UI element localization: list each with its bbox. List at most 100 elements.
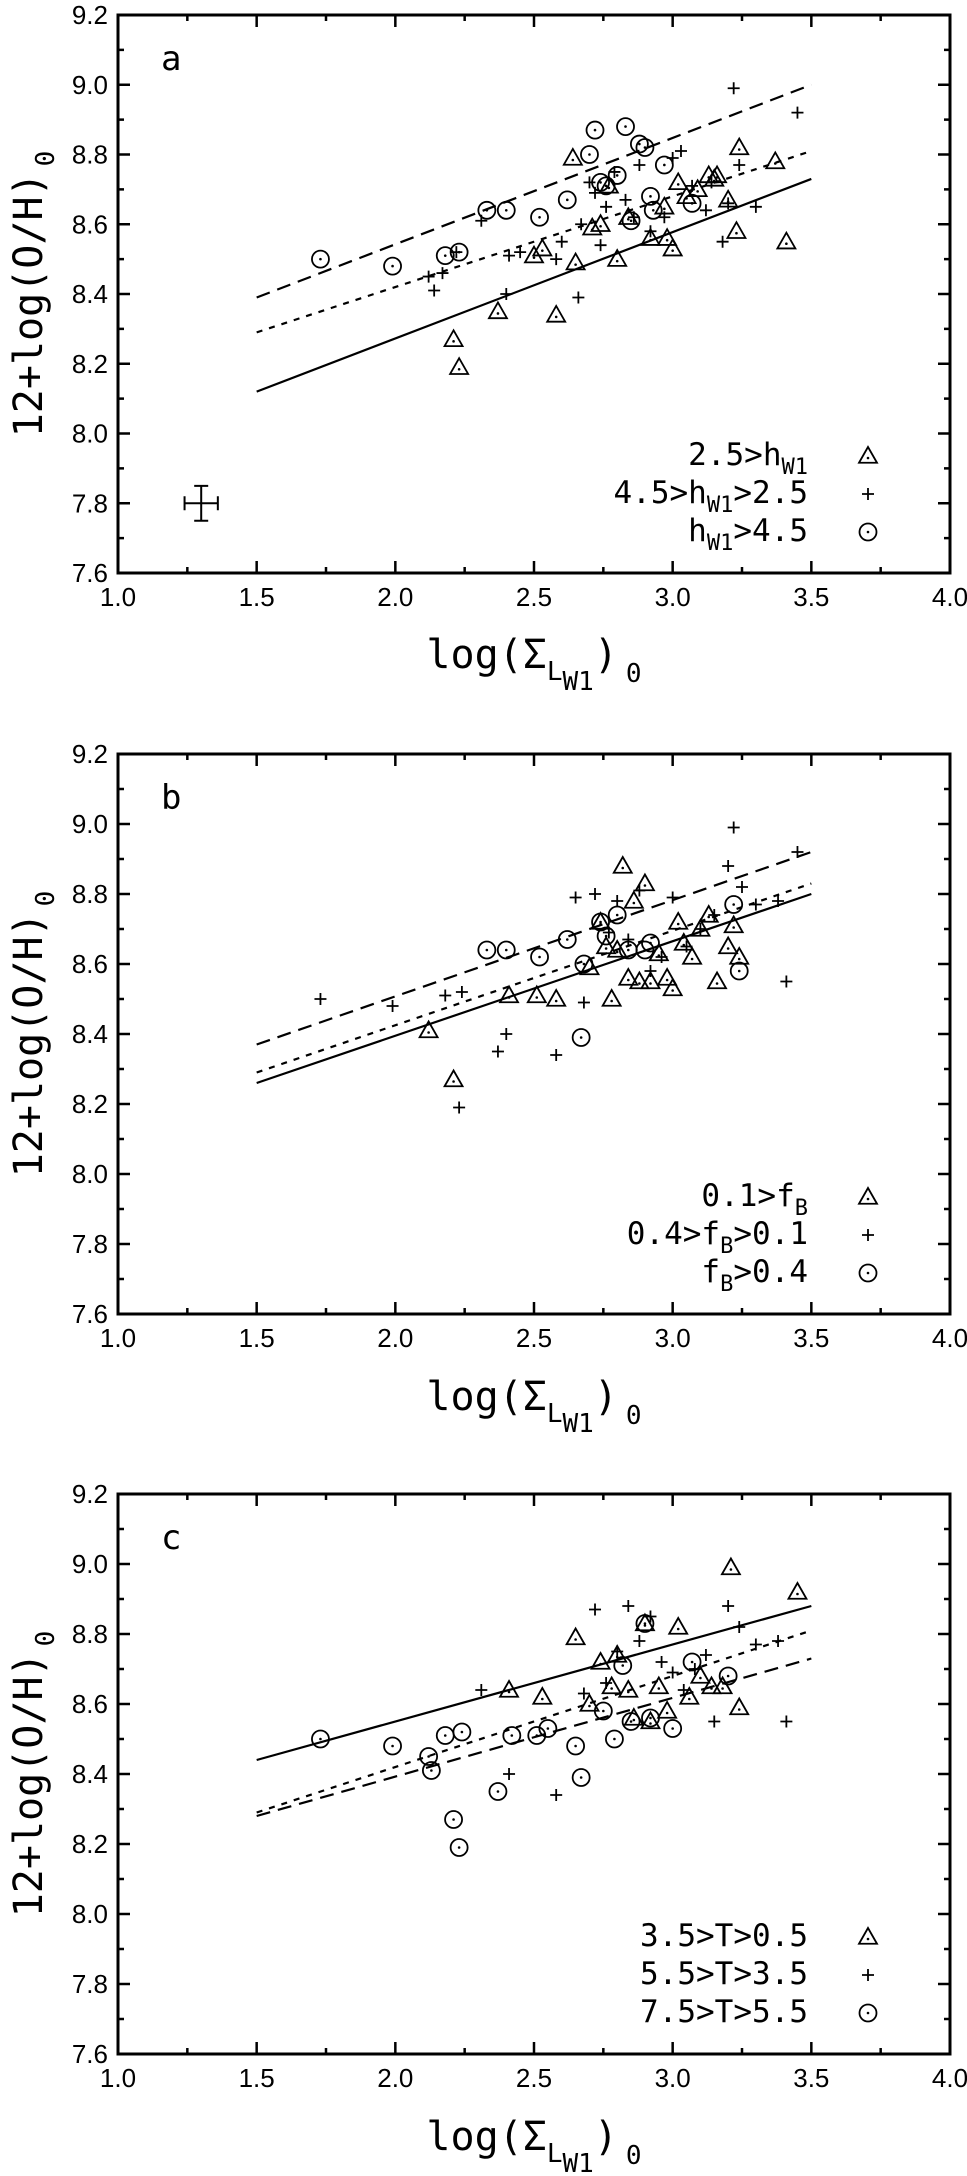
circle-marker-dot (579, 1036, 583, 1039)
data-point-plus (594, 239, 607, 252)
data-point-plus (722, 1600, 735, 1612)
triangle-marker-dot (796, 1592, 799, 1596)
data-point-triangle (578, 1693, 601, 1712)
circle-marker-shape (607, 166, 627, 185)
circle-marker-shape (566, 1736, 585, 1756)
triangle-marker-dot (574, 263, 577, 266)
fit-line-solid (256, 1604, 812, 1762)
data-point-triangle (628, 970, 650, 990)
data-point-circle (496, 200, 516, 220)
triangle-marker-dot (715, 176, 719, 179)
data-point-triangle (545, 988, 567, 1007)
circle-marker-dot (496, 1790, 500, 1793)
legend-marker-plus (862, 1969, 874, 1981)
triangle-marker-shape (590, 213, 612, 232)
fit-line-dashed (256, 83, 812, 299)
triangle-marker-dot (599, 922, 602, 926)
circle-marker-shape (596, 176, 616, 196)
triangle-marker-shape (857, 445, 879, 464)
circle-marker-shape (527, 1726, 547, 1745)
data-point-plus (550, 253, 563, 266)
circle-marker-shape (452, 1722, 472, 1742)
circle-marker-shape (557, 930, 577, 949)
x-axis-label: log(ΣLW1) 0 (426, 1374, 641, 1439)
triangle-marker-dot (632, 901, 636, 905)
data-point-circle (571, 1028, 591, 1047)
triangle-marker-shape (498, 984, 520, 1004)
panel-label: c (161, 1518, 181, 1558)
triangle-marker-dot (554, 315, 558, 319)
fit-line-solid (256, 177, 812, 393)
circle-marker-shape (858, 2003, 878, 2023)
data-point-plus (749, 200, 762, 213)
data-point-plus (677, 1684, 690, 1696)
circle-marker-dot (629, 1720, 633, 1723)
chart-panel-b: 1.0 1.5 2.0 2.5 3.0 3.5 4.0 7.6 7.8 8.0 8.2 8.4 8.6 8… (6, 739, 967, 1439)
triangle-marker-shape (498, 1679, 520, 1698)
circle-marker-shape (477, 200, 497, 220)
triangle-marker-dot (729, 1568, 733, 1571)
data-point-circle (621, 211, 641, 231)
circle-marker-shape (477, 940, 497, 960)
data-point-circle (449, 1838, 469, 1857)
triangle-marker-shape (639, 970, 662, 990)
triangle-marker-shape (545, 988, 567, 1007)
data-point-plus (727, 821, 740, 834)
circle-marker-dot (726, 1674, 730, 1678)
triangle-marker-dot (599, 1662, 602, 1666)
data-point-circle (538, 1719, 558, 1738)
data-point-triangle (678, 1686, 700, 1705)
triangle-marker-dot (699, 1676, 702, 1680)
chart-panel-a: 1.0 1.5 2.0 2.5 3.0 3.5 4.0 7.6 7.8 8.0 8.2 8.4 8.6 8… (6, 0, 967, 697)
circle-marker-dot (690, 202, 694, 205)
y-tick-label: 7.6 (72, 1299, 108, 1329)
circle-marker-dot (565, 938, 569, 941)
circle-marker-dot (732, 903, 735, 906)
triangle-marker-dot (452, 1080, 455, 1083)
circle-marker-dot (643, 1622, 647, 1625)
data-point-triangle (531, 237, 553, 257)
triangle-marker-shape (443, 328, 465, 347)
circle-marker-shape (496, 940, 516, 960)
data-point-triangle (498, 1679, 520, 1698)
triangle-marker-dot (737, 1708, 741, 1711)
data-point-circle (574, 954, 594, 974)
triangle-marker-dot (574, 1638, 577, 1641)
x-tick-label: 3.5 (793, 1323, 829, 1353)
circle-marker-dot (629, 219, 633, 223)
circle-marker-dot (588, 153, 591, 156)
data-point-circle (477, 200, 497, 220)
series-triangle (418, 855, 750, 1088)
data-point-triangle (662, 977, 684, 997)
triangle-marker-dot (643, 1624, 647, 1627)
triangle-marker-shape (706, 970, 728, 990)
x-tick-label: 3.0 (655, 2063, 691, 2093)
data-point-triangle (706, 970, 728, 990)
data-point-circle (607, 166, 627, 185)
triangle-marker-dot (676, 922, 680, 926)
data-point-circle (477, 940, 497, 960)
triangle-marker-shape (578, 956, 601, 976)
fit-line-dotted (256, 1629, 812, 1814)
triangle-marker-dot (665, 978, 669, 982)
data-point-plus (577, 1687, 590, 1700)
y-tick-label: 9.0 (72, 70, 108, 100)
data-point-plus (666, 1666, 679, 1679)
series-plus (314, 821, 804, 1114)
triangle-marker-shape (443, 1068, 465, 1088)
triangle-marker-dot (599, 224, 602, 228)
data-point-circle (435, 246, 455, 266)
data-point-plus (500, 1028, 513, 1040)
data-point-plus (550, 1049, 563, 1061)
y-axis-label: 12+log(O/H)0 (6, 1631, 61, 1918)
triangle-marker-dot (649, 982, 652, 985)
x-tick-label: 3.0 (655, 1323, 691, 1353)
triangle-marker-shape (606, 1644, 628, 1663)
circle-marker-shape (629, 134, 649, 154)
triangle-marker-dot (773, 162, 777, 165)
data-point-circle (527, 1726, 547, 1745)
data-point-plus (688, 1663, 701, 1675)
triangle-marker-shape (656, 967, 678, 986)
x-axis-label: log(ΣLW1) 0 (426, 2114, 641, 2176)
data-point-plus (674, 145, 687, 158)
